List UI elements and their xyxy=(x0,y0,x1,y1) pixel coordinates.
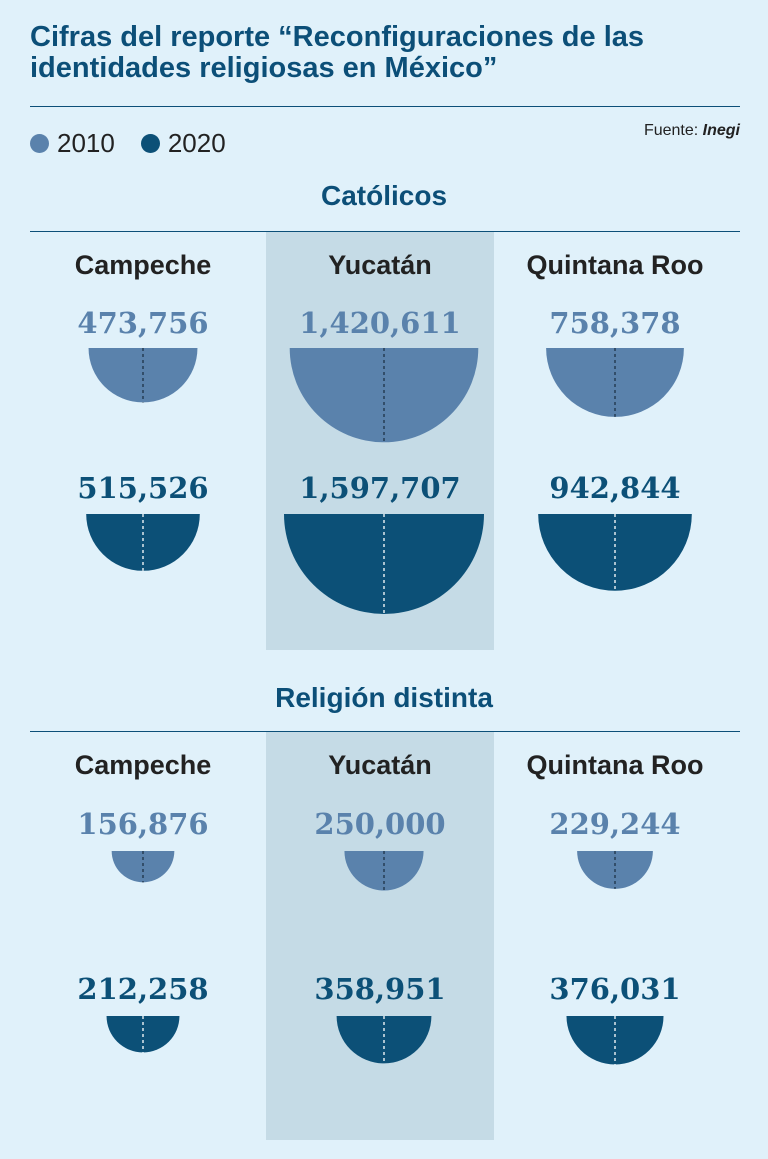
semicircle-catolicos-campeche-2010 xyxy=(88,348,198,403)
value-label-catolicos-yucatan-2010: 1,420,611 xyxy=(299,306,461,340)
legend: 2010 2020 xyxy=(30,128,252,159)
state-label-quintana-roo: Quintana Roo xyxy=(526,750,704,780)
value-label-religion-distinta-quintana-roo-2010: 229,244 xyxy=(549,807,681,841)
section-title-religion-distinta: Religión distinta xyxy=(275,682,493,713)
semicircle-catolicos-quintana-roo-2010 xyxy=(546,348,684,417)
value-label-religion-distinta-campeche-2010: 156,876 xyxy=(77,807,209,841)
highlight-band-religion-distinta xyxy=(266,731,494,1140)
value-label-catolicos-quintana-roo-2020: 942,844 xyxy=(549,471,681,505)
legend-label-2010: 2010 xyxy=(57,128,115,158)
value-label-religion-distinta-yucatan-2010: 250,000 xyxy=(314,807,446,841)
source-name: Inegi xyxy=(702,122,740,139)
value-label-religion-distinta-yucatan-2020: 358,951 xyxy=(314,972,446,1006)
source-note: Fuente: Inegi xyxy=(644,122,740,140)
state-label-quintana-roo: Quintana Roo xyxy=(526,250,704,280)
value-label-catolicos-quintana-roo-2010: 758,378 xyxy=(549,306,681,340)
legend-item-2020: 2020 xyxy=(140,128,226,159)
legend-dot-2020 xyxy=(140,134,160,153)
value-label-religion-distinta-quintana-roo-2020: 376,031 xyxy=(549,972,681,1006)
value-label-religion-distinta-campeche-2020: 212,258 xyxy=(77,972,209,1006)
section-divider-catolicos xyxy=(30,231,740,232)
semicircle-catolicos-yucatan-2010 xyxy=(289,348,479,443)
page-title: Cifras del reporte “Reconfiguraciones de… xyxy=(30,21,645,84)
state-label-campeche: Campeche xyxy=(74,750,212,780)
state-label-yucatan: Yucatán xyxy=(328,750,432,780)
semicircle-catolicos-campeche-2020 xyxy=(86,514,200,571)
section-divider-religion-distinta xyxy=(30,731,740,732)
value-label-catolicos-yucatan-2020: 1,597,707 xyxy=(299,471,461,505)
section-title-catolicos: Católicos xyxy=(320,180,448,211)
state-label-campeche: Campeche xyxy=(74,250,212,280)
value-label-catolicos-campeche-2010: 473,756 xyxy=(77,306,209,340)
value-label-catolicos-campeche-2020: 515,526 xyxy=(77,471,209,505)
source-prefix: Fuente: xyxy=(643,122,699,139)
legend-item-2010: 2010 xyxy=(30,128,115,159)
semicircle-religion-distinta-yucatan-2020 xyxy=(336,1016,432,1064)
semicircle-religion-distinta-campeche-2010 xyxy=(111,851,175,883)
title-divider xyxy=(30,106,740,107)
state-label-yucatan: Yucatán xyxy=(328,250,432,280)
legend-dot-2010 xyxy=(30,134,49,153)
legend-label-2020: 2020 xyxy=(167,128,226,158)
